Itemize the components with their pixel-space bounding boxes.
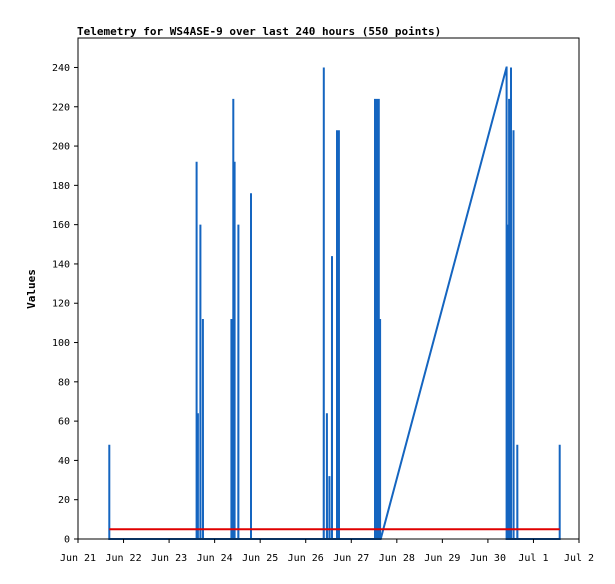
x-tick-label: Jun 27 <box>333 553 369 564</box>
x-tick-label: Jun 23 <box>151 553 187 564</box>
x-axis: Jun 21 Jun 22 Jun 23 Jun 24 Jun 25 Jun 26 Jun … <box>60 539 594 564</box>
chart-title: Telemetry for WS4ASE-9 over last 240 hou… <box>77 25 441 38</box>
y-tick-label: 60 <box>58 417 70 428</box>
plot-frame <box>77 37 580 540</box>
y-tick-label: 240 <box>52 63 70 74</box>
x-tick-label: Jul 2 <box>564 553 594 564</box>
y-axis-label: Values <box>25 269 38 309</box>
y-tick-label: 140 <box>52 259 70 270</box>
y-tick-label: 160 <box>52 220 70 231</box>
x-tick-label: Jun 21 <box>60 553 96 564</box>
y-tick-label: 180 <box>52 181 70 192</box>
y-tick-label: 80 <box>58 377 70 388</box>
x-tick-label: Jun 26 <box>288 553 324 564</box>
series-line-1 <box>108 66 561 540</box>
x-tick-label: Jul 1 <box>518 553 548 564</box>
x-tick-label: Jun 22 <box>105 553 141 564</box>
y-tick-label: 200 <box>52 142 70 153</box>
y-tick-label: 40 <box>58 456 70 467</box>
plot-area <box>78 38 579 539</box>
y-axis: 0 20 40 60 80 100 120 140 160 180 200 220 240 <box>52 63 78 546</box>
y-tick-label: 20 <box>58 495 70 506</box>
x-tick-label: Jun 29 <box>424 553 460 564</box>
y-tick-label: 0 <box>64 535 70 546</box>
x-tick-label: Jun 30 <box>470 553 506 564</box>
x-tick-label: Jun 25 <box>242 553 278 564</box>
y-tick-label: 120 <box>52 299 70 310</box>
y-tick-label: 220 <box>52 102 70 113</box>
x-tick-label: Jun 24 <box>197 553 233 564</box>
y-tick-label: 100 <box>52 338 70 349</box>
x-tick-label: Jun 28 <box>379 553 415 564</box>
series-layer <box>108 66 561 540</box>
